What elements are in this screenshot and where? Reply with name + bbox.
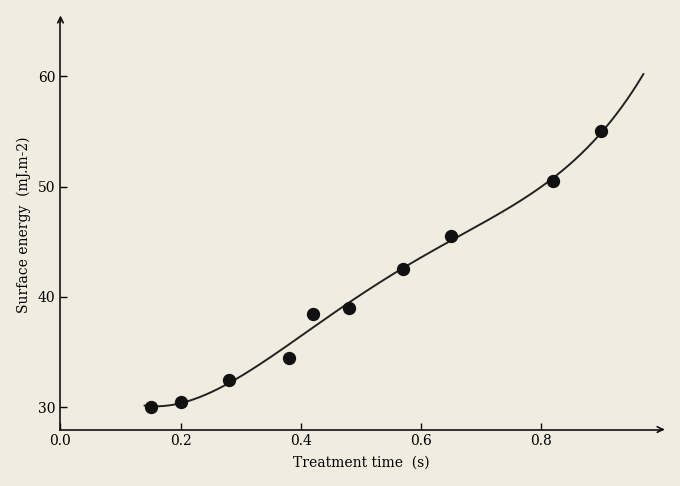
Point — [343, 304, 354, 312]
Point — [146, 403, 156, 411]
Point — [284, 354, 294, 362]
Point — [445, 232, 456, 240]
Point — [398, 265, 409, 273]
Point — [175, 398, 186, 406]
X-axis label: Treatment time  (s): Treatment time (s) — [292, 455, 429, 469]
Point — [548, 177, 559, 185]
Point — [223, 376, 234, 384]
Point — [596, 127, 607, 135]
Point — [307, 310, 318, 317]
Y-axis label: Surface energy  (mJ.m-2): Surface energy (mJ.m-2) — [17, 137, 31, 313]
